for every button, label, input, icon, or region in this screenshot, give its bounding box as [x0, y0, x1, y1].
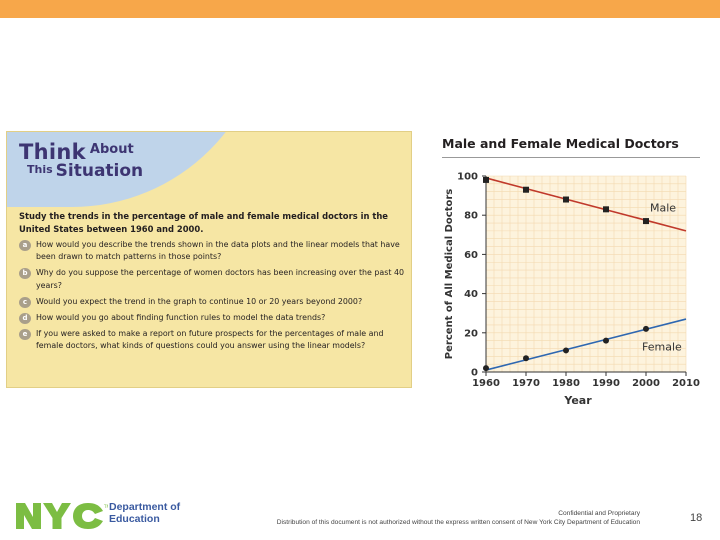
department-line2: Education [109, 513, 160, 525]
question-item: d How would you go about finding function… [19, 312, 407, 325]
y-tick-label: 80 [464, 211, 478, 222]
panel-intro: Study the trends in the percentage of ma… [19, 211, 388, 234]
x-tick-label: 1970 [512, 378, 540, 389]
data-point-male [603, 206, 609, 213]
y-tick-label: 20 [464, 328, 478, 339]
question-letter: e [19, 329, 31, 341]
footer-note: Confidential and Proprietary Distributio… [277, 509, 640, 527]
x-axis-title: Year [563, 394, 592, 407]
y-tick-label: 60 [464, 250, 478, 261]
y-tick-label: 0 [471, 368, 478, 379]
question-text: Why do you suppose the percentage of wom… [36, 268, 405, 290]
data-point-male [523, 186, 529, 193]
question-list: a How would you describe the trends shown… [19, 239, 407, 357]
question-letter: b [19, 268, 31, 280]
question-text: If you were asked to make a report on fu… [36, 329, 384, 351]
department-name: Department of Education [109, 501, 180, 525]
page-number: 18 [690, 512, 703, 524]
title-about: About [89, 142, 134, 157]
x-tick-label: 1960 [472, 378, 500, 389]
trend-line-male [485, 177, 687, 232]
x-tick-label: 2000 [632, 378, 660, 389]
department-line1: Department of [109, 501, 181, 513]
data-point-male [483, 176, 489, 183]
question-letter: c [19, 296, 31, 308]
y-axis-title: Percent of All Medical Doctors [444, 189, 455, 359]
question-item: e If you were asked to make a report on f… [19, 328, 407, 352]
trend-line-female [485, 318, 687, 371]
plot-background [486, 176, 686, 372]
x-tick-label: 1990 [592, 378, 620, 389]
question-letter: a [19, 240, 31, 251]
think-about-panel: Think About This Situation Study the trend… [6, 131, 412, 388]
question-text: How would you go about finding function … [36, 313, 326, 323]
title-this: This [27, 163, 53, 176]
data-point-female [563, 347, 569, 354]
question-item: a How would you describe the trends shown… [19, 239, 407, 263]
question-letter: d [19, 313, 31, 325]
title-situation: Situation [55, 161, 144, 181]
panel-title: Think About This Situation [19, 142, 143, 180]
confidential-label: Confidential and Proprietary [558, 510, 640, 517]
data-point-female [603, 337, 609, 344]
svg-text:TM: TM [103, 504, 108, 509]
question-text: Would you expect the trend in the graph … [36, 296, 363, 306]
data-point-female [523, 355, 529, 362]
question-item: b Why do you suppose the percentage of wo… [19, 267, 407, 291]
title-think: Think [19, 140, 86, 164]
data-point-male [643, 218, 649, 225]
y-tick-label: 100 [457, 172, 478, 183]
nyc-logo-icon: TM [16, 503, 108, 529]
medical-doctors-chart: 1960 1970 1980 1990 2000 2010 0 20 40 60 80 100 Year… [444, 172, 700, 408]
data-point-male [563, 196, 569, 203]
chart-title: Male and Female Medical Doctors [442, 136, 679, 151]
question-text: How would you describe the trends shown … [36, 240, 400, 262]
question-item: c Would you expect the trend in the graph… [19, 296, 407, 308]
series-label-female: Female [642, 340, 682, 353]
data-point-female [483, 365, 489, 372]
y-tick-label: 40 [464, 289, 478, 300]
chart-title-rule [442, 157, 700, 158]
x-tick-label: 1980 [552, 378, 580, 389]
x-tick-label: 2010 [672, 378, 700, 389]
distribution-notice: Distribution of this document is not aut… [276, 519, 640, 526]
top-accent-bar [0, 0, 720, 18]
data-point-female [643, 325, 649, 332]
series-label-male: Male [650, 201, 676, 214]
